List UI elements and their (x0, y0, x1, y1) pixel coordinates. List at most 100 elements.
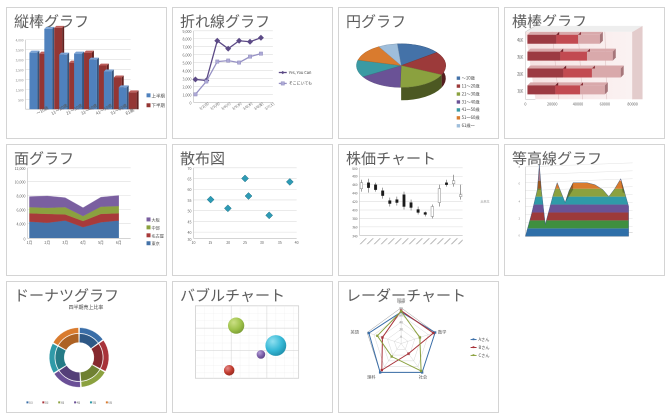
svg-text:15: 15 (208, 241, 212, 246)
svg-text:61歳～: 61歳～ (462, 122, 476, 129)
svg-text:35: 35 (278, 241, 282, 246)
svg-text:Cさん: Cさん (479, 352, 490, 359)
svg-text:80: 80 (399, 305, 403, 310)
svg-text:45: 45 (188, 220, 192, 225)
svg-text:英語: 英語 (351, 329, 360, 336)
svg-text:9,000: 9,000 (183, 30, 192, 35)
svg-text:2,500: 2,500 (16, 68, 24, 73)
svg-text:数学: 数学 (438, 329, 447, 336)
svg-text:440: 440 (352, 191, 358, 196)
svg-text:21～30歳: 21～30歳 (462, 90, 481, 97)
svg-text:40: 40 (399, 320, 403, 325)
svg-text:1月: 1月 (27, 240, 33, 246)
svg-text:40000: 40000 (573, 102, 583, 107)
svg-text:四半期売上比率: 四半期売上比率 (69, 304, 104, 311)
svg-text:2,000: 2,000 (183, 85, 192, 90)
svg-text:20: 20 (226, 241, 230, 246)
svg-text:3月: 3月 (62, 240, 68, 246)
svg-text:そこにいても: そこにいても (289, 81, 312, 87)
svg-text:480: 480 (352, 174, 358, 179)
svg-text:40: 40 (295, 241, 299, 246)
svg-text:60000: 60000 (600, 102, 610, 107)
svg-text:1,000: 1,000 (183, 93, 192, 98)
svg-text:10: 10 (191, 241, 195, 246)
svg-text:社会: 社会 (419, 373, 428, 380)
svg-text:12,000: 12,000 (15, 167, 26, 172)
svg-text:4,000: 4,000 (183, 70, 192, 75)
svg-text:6月: 6月 (108, 400, 112, 404)
svg-text:8: 8 (519, 165, 521, 169)
svg-text:4月: 4月 (80, 240, 86, 246)
svg-text:～10歳: ～10歳 (462, 74, 476, 81)
svg-text:2月: 2月 (44, 240, 50, 246)
svg-text:80000: 80000 (627, 102, 637, 107)
svg-text:0: 0 (519, 233, 521, 237)
svg-text:0: 0 (400, 334, 402, 339)
svg-text:50: 50 (188, 210, 192, 215)
svg-text:出来高: 出来高 (481, 199, 490, 204)
svg-text:20000: 20000 (547, 102, 557, 107)
svg-text:理科: 理科 (367, 373, 376, 380)
svg-text:0: 0 (189, 101, 191, 106)
svg-text:Aさん: Aさん (479, 336, 490, 343)
svg-text:4月: 4月 (77, 400, 81, 404)
svg-text:30: 30 (260, 241, 264, 246)
svg-text:1区: 1区 (517, 88, 523, 94)
svg-text:20: 20 (399, 327, 403, 332)
svg-text:2月: 2月 (45, 400, 49, 404)
svg-text:55: 55 (188, 199, 192, 204)
svg-text:中部: 中部 (152, 224, 160, 231)
svg-text:380: 380 (352, 216, 358, 221)
svg-text:65: 65 (188, 178, 192, 183)
svg-text:70: 70 (188, 167, 192, 172)
svg-text:400: 400 (352, 207, 358, 212)
svg-text:Yes, You Can: Yes, You Can (288, 70, 312, 76)
svg-text:3,000: 3,000 (16, 58, 24, 63)
svg-text:420: 420 (352, 199, 358, 204)
svg-text:40: 40 (188, 231, 192, 236)
svg-text:6,000: 6,000 (17, 208, 26, 213)
svg-text:8,000: 8,000 (183, 38, 192, 43)
svg-text:340: 340 (352, 233, 358, 238)
svg-text:3区: 3区 (517, 55, 523, 61)
svg-text:5月: 5月 (92, 400, 96, 404)
svg-text:国語: 国語 (397, 298, 406, 304)
svg-text:7,000: 7,000 (183, 46, 192, 51)
svg-text:500: 500 (352, 166, 358, 171)
svg-text:51～60歳: 51～60歳 (462, 114, 481, 121)
svg-text:6,000: 6,000 (183, 54, 192, 59)
svg-text:下半期: 下半期 (152, 102, 166, 109)
svg-text:31～40歳: 31～40歳 (462, 98, 481, 105)
svg-text:Bさん: Bさん (479, 344, 490, 351)
svg-text:5,000: 5,000 (183, 62, 192, 67)
svg-text:大阪: 大阪 (152, 216, 161, 223)
svg-text:10,000: 10,000 (15, 181, 26, 186)
svg-text:2,000: 2,000 (16, 77, 24, 82)
svg-text:名古屋: 名古屋 (152, 232, 164, 239)
svg-text:11～20歳: 11～20歳 (462, 82, 481, 89)
svg-text:360: 360 (352, 224, 358, 229)
svg-text:6月: 6月 (116, 240, 122, 246)
svg-text:25: 25 (243, 241, 247, 246)
svg-text:0: 0 (524, 102, 526, 107)
svg-text:4: 4 (519, 200, 521, 204)
svg-text:4区: 4区 (517, 38, 523, 44)
svg-text:東京: 東京 (152, 240, 160, 247)
svg-text:41～50歳: 41～50歳 (462, 106, 481, 113)
svg-text:5月: 5月 (98, 240, 104, 246)
svg-text:3,000: 3,000 (183, 77, 192, 82)
svg-text:1月: 1月 (29, 400, 33, 404)
svg-text:4,000: 4,000 (16, 38, 24, 43)
svg-text:4,000: 4,000 (17, 222, 26, 227)
svg-text:上半期: 上半期 (152, 92, 166, 99)
svg-text:6: 6 (519, 182, 521, 186)
svg-text:460: 460 (352, 182, 358, 187)
svg-text:3月: 3月 (61, 400, 65, 404)
svg-text:60: 60 (188, 188, 192, 193)
svg-text:3,500: 3,500 (16, 48, 24, 53)
svg-text:2区: 2区 (517, 71, 523, 77)
svg-text:0: 0 (23, 237, 25, 242)
svg-text:8,000: 8,000 (17, 195, 26, 200)
svg-text:60: 60 (399, 312, 403, 317)
svg-text:2: 2 (519, 216, 521, 220)
